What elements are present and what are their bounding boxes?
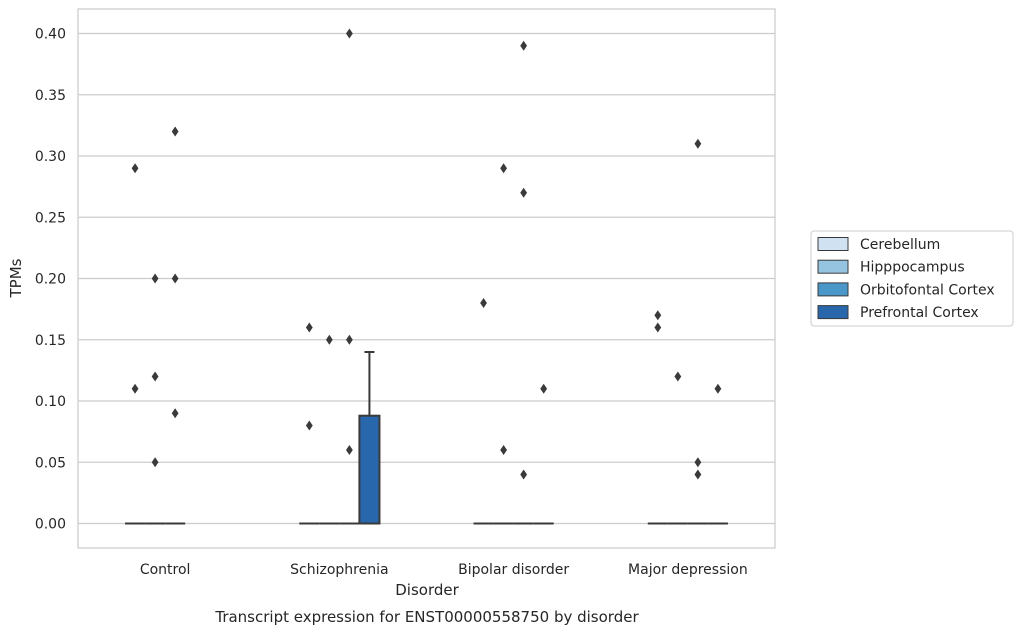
legend-swatch xyxy=(817,259,849,274)
outlier-point xyxy=(714,383,722,394)
y-tick-label: 0.20 xyxy=(35,272,66,288)
legend-swatch xyxy=(817,282,849,297)
outlier-point xyxy=(520,40,528,51)
outlier-point xyxy=(345,334,353,345)
x-tick-labels: Control Schizophrenia Bipolar disorder Majo… xyxy=(140,562,748,578)
y-tick-label: 0.25 xyxy=(35,210,66,226)
legend-entry: Hipppocampus xyxy=(860,260,965,276)
outlier-point xyxy=(151,371,159,382)
y-tick-label: 0.35 xyxy=(35,88,66,104)
outlier-point xyxy=(480,298,487,308)
outlier-point xyxy=(345,445,353,455)
outlier-point xyxy=(171,408,179,419)
outlier-point xyxy=(694,457,702,468)
outlier-point xyxy=(131,383,139,394)
outlier-point xyxy=(131,163,139,174)
y-tick-label: 0.00 xyxy=(35,517,66,533)
legend-swatch xyxy=(817,237,849,251)
outlier-point xyxy=(520,469,528,480)
box-series xyxy=(125,351,728,525)
y-grid xyxy=(78,32,775,525)
x-axis-title: Disorder xyxy=(395,581,459,599)
outlier-point xyxy=(171,126,179,137)
y-tick-label: 0.10 xyxy=(35,394,66,410)
outlier-point xyxy=(694,138,702,149)
legend: Cerebellum Hipppocampus Orbitofontal Corte… xyxy=(810,230,1014,327)
outlier-point xyxy=(345,28,353,39)
plot-frame xyxy=(77,8,776,549)
x-tick-label: Schizophrenia xyxy=(290,562,388,578)
y-tick-label: 0.40 xyxy=(35,27,66,43)
outlier-point xyxy=(540,383,548,394)
y-tick-label: 0.05 xyxy=(35,455,66,471)
y-tick-labels: 0.00 0.05 0.10 0.15 0.20 0.25 0.30 0.35 0.40 xyxy=(35,27,66,533)
outlier-point xyxy=(520,187,528,198)
outlier-point xyxy=(654,310,662,321)
x-tick-label: Bipolar disorder xyxy=(458,562,569,578)
outlier-point xyxy=(171,273,179,284)
legend-frame xyxy=(810,230,1014,327)
outlier-point xyxy=(694,469,702,480)
outlier-point xyxy=(325,334,333,345)
outlier-point xyxy=(674,371,682,382)
outlier-point xyxy=(500,163,508,174)
y-tick-label: 0.15 xyxy=(35,333,66,349)
outlier-points xyxy=(131,28,722,480)
legend-entry: Prefrontal Cortex xyxy=(860,305,979,321)
outlier-point xyxy=(151,457,159,468)
legend-entry: Orbitofontal Cortex xyxy=(860,282,995,298)
y-tick-label: 0.30 xyxy=(35,149,66,165)
y-axis-title: TPMs xyxy=(7,258,25,298)
legend-swatch xyxy=(817,305,849,320)
legend-entry: Cerebellum xyxy=(860,237,940,253)
x-tick-label: Control xyxy=(140,562,191,578)
chart-caption: Transcript expression for ENST0000055875… xyxy=(214,608,639,626)
x-tick-label: Major depression xyxy=(628,562,748,578)
outlier-point xyxy=(500,445,508,455)
outlier-point xyxy=(654,322,662,333)
box-body xyxy=(358,414,381,525)
box xyxy=(358,351,381,525)
outlier-point xyxy=(305,322,313,333)
outlier-point xyxy=(151,273,159,284)
outlier-point xyxy=(305,420,313,431)
